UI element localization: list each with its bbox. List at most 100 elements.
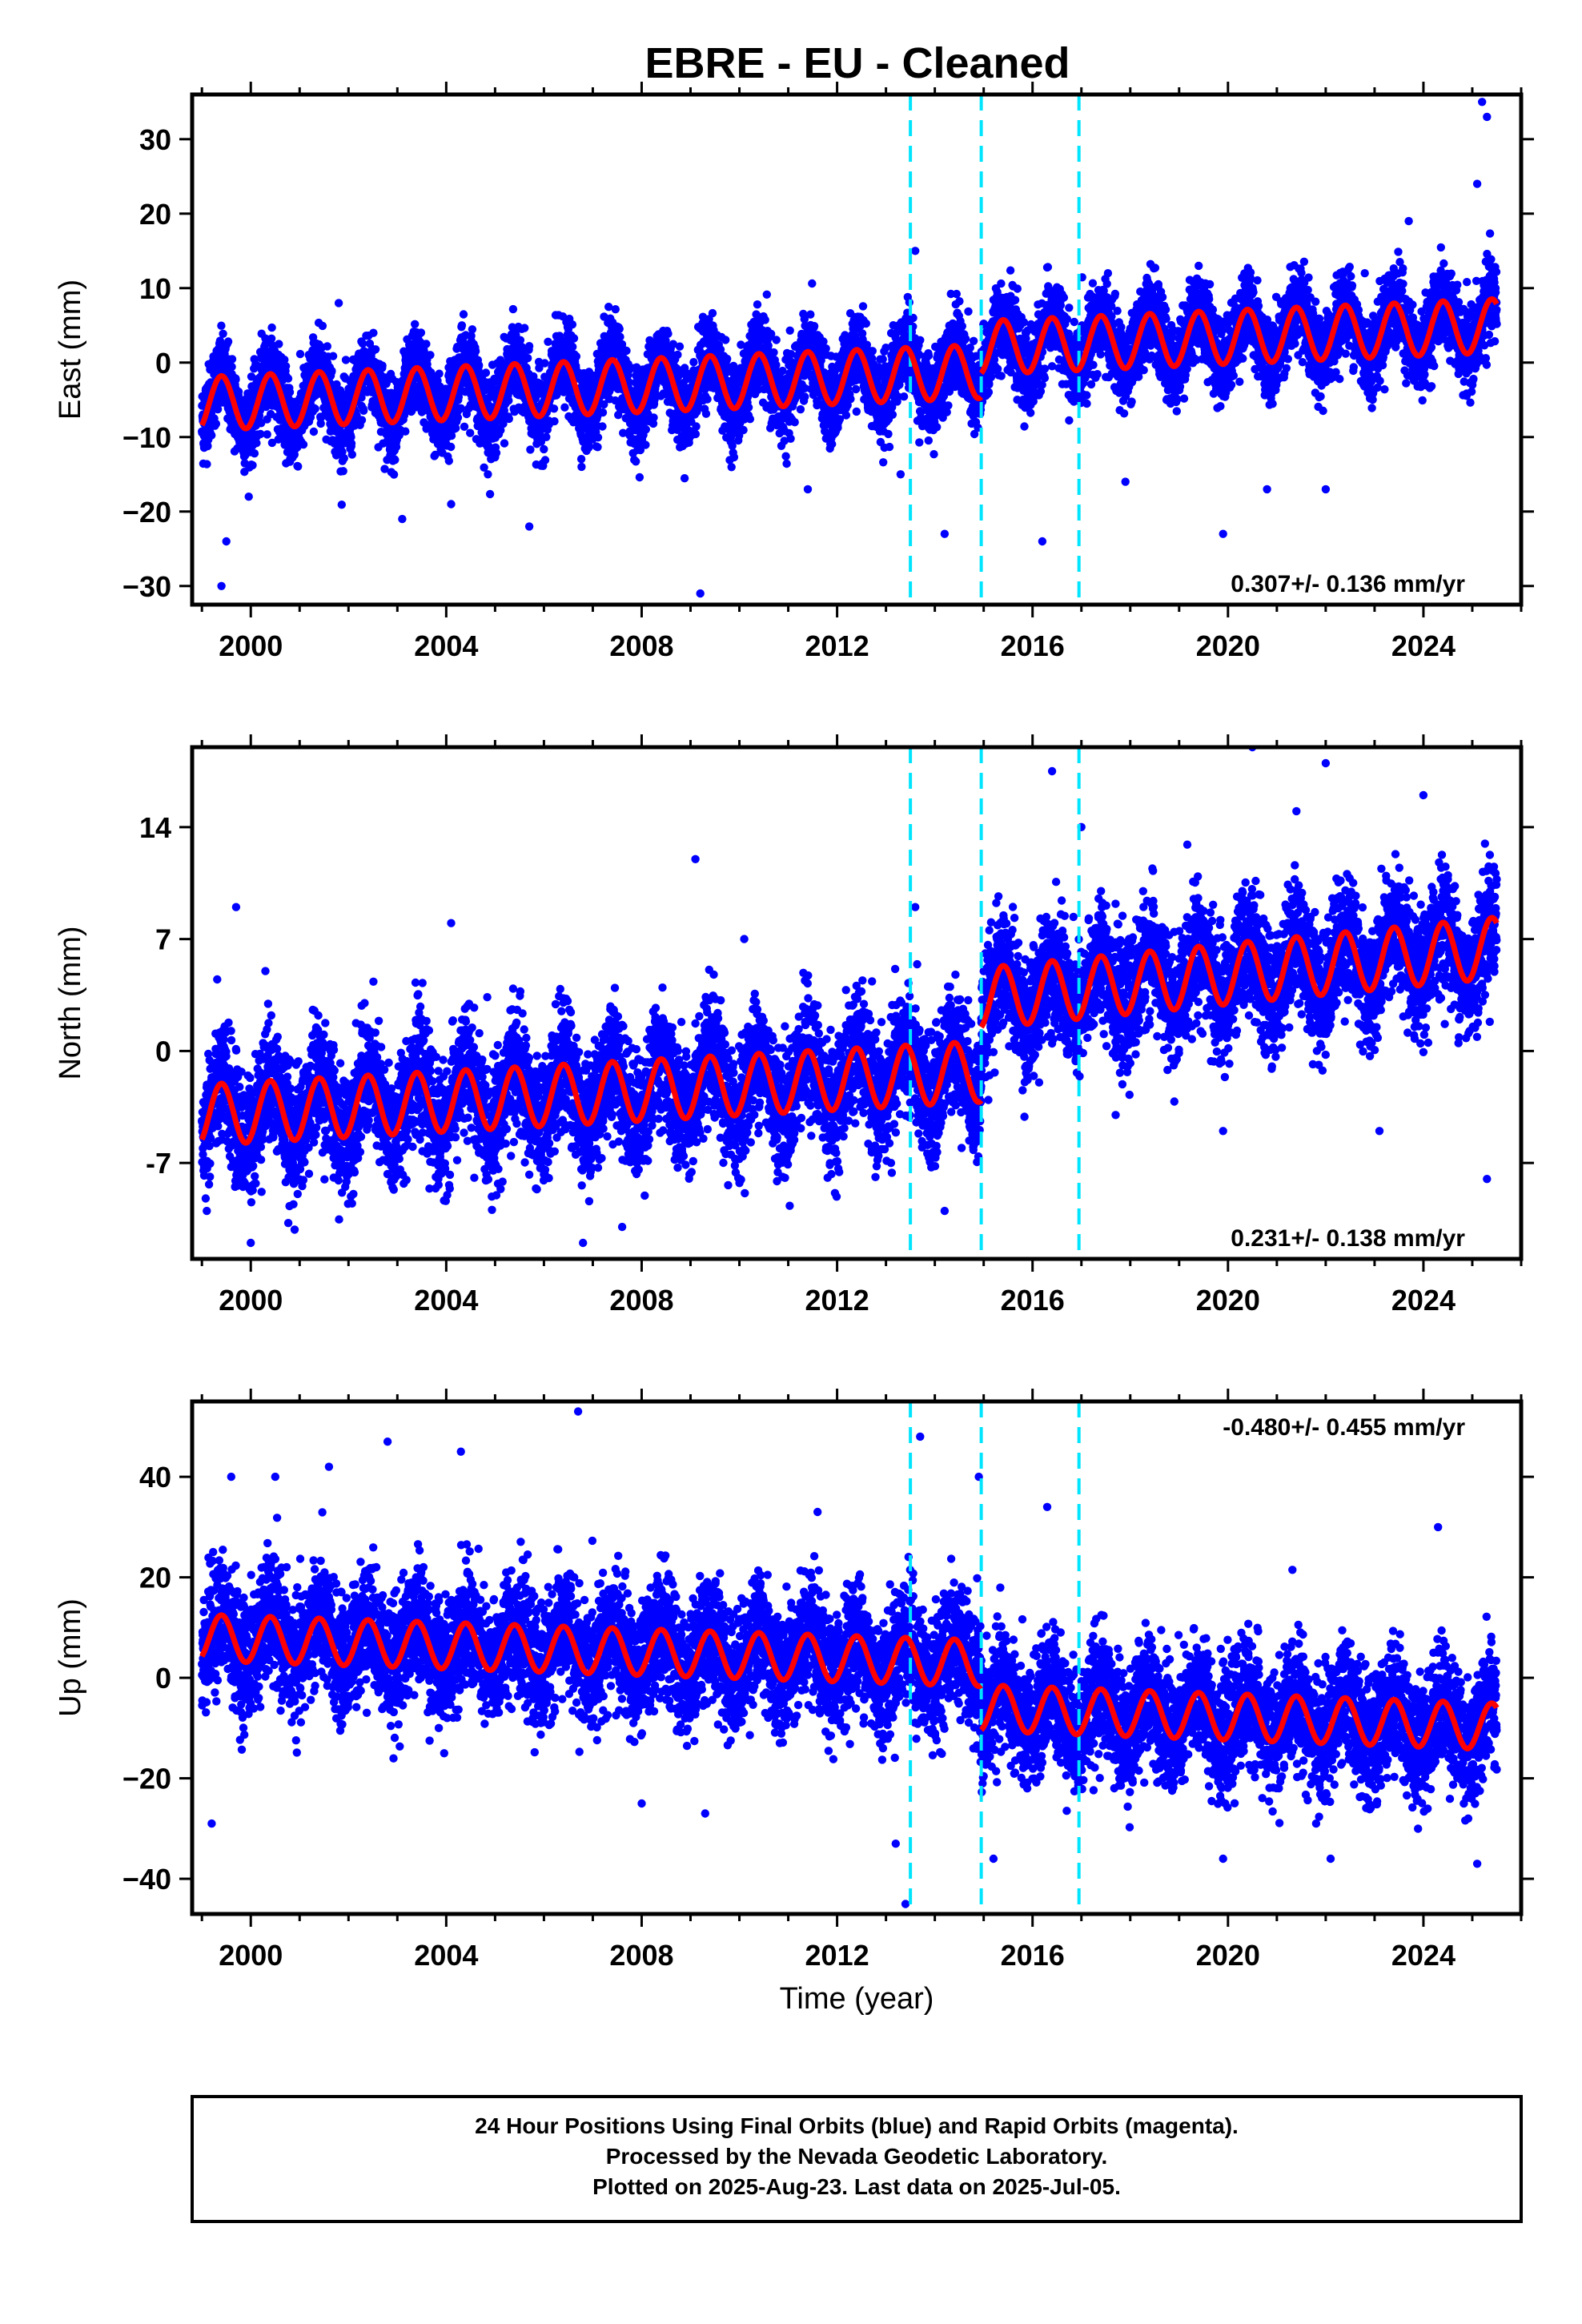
east-point — [584, 442, 594, 451]
east-point — [508, 304, 518, 314]
east-point — [371, 345, 380, 354]
east-point — [447, 442, 456, 452]
east-point — [504, 414, 513, 424]
east-point — [337, 501, 346, 509]
east-point — [549, 404, 559, 413]
east-point — [468, 325, 477, 334]
east-point — [524, 342, 534, 351]
east-point — [341, 356, 351, 364]
east-point — [701, 409, 711, 418]
east-point — [294, 462, 303, 471]
east-point — [852, 407, 861, 416]
east-point — [281, 362, 291, 371]
east-point — [782, 459, 791, 468]
east-point — [339, 454, 348, 463]
east-point — [256, 429, 265, 439]
east-point — [727, 463, 736, 472]
east-point — [641, 425, 650, 434]
east-point — [641, 440, 650, 449]
east-point — [500, 439, 509, 448]
east-point — [542, 432, 551, 441]
east-point — [378, 361, 387, 370]
east-point — [234, 387, 243, 396]
east-point — [593, 443, 602, 452]
east-point — [598, 422, 607, 431]
east-point — [213, 404, 223, 414]
east-point — [632, 457, 640, 466]
east-point — [459, 310, 468, 319]
east-point — [416, 328, 426, 337]
east-point — [283, 374, 293, 383]
east-point — [231, 375, 240, 384]
east-point — [615, 324, 624, 333]
east-point — [227, 362, 236, 372]
east-point — [460, 422, 469, 431]
east-point — [703, 395, 712, 404]
east-point — [786, 434, 795, 443]
east-point — [572, 352, 581, 361]
east-point — [339, 467, 347, 476]
east-point — [203, 460, 211, 468]
east-point — [680, 474, 689, 483]
east-point — [828, 440, 837, 448]
east-point — [524, 354, 532, 363]
east-point — [391, 456, 400, 464]
east-point — [247, 372, 256, 381]
east-point — [764, 341, 773, 350]
east-point — [492, 448, 501, 457]
east-point — [357, 416, 367, 424]
east-point — [790, 418, 799, 427]
east-point — [576, 455, 586, 464]
east-point — [422, 340, 431, 348]
east-point — [540, 359, 549, 368]
east-point — [435, 369, 444, 378]
east-point — [796, 405, 805, 414]
east-point — [692, 422, 701, 431]
east-point — [550, 416, 559, 426]
east-point — [673, 350, 682, 360]
east-point — [568, 342, 577, 352]
east-point — [481, 368, 491, 377]
east-point — [781, 452, 790, 460]
east-point — [223, 337, 233, 346]
east-point — [347, 439, 356, 448]
east-point — [285, 388, 295, 396]
east-point — [568, 320, 577, 329]
east-point — [778, 366, 787, 376]
east-point — [721, 336, 730, 344]
east-point — [411, 320, 420, 328]
east-point — [723, 354, 732, 364]
east-point — [475, 360, 484, 370]
east-point — [504, 396, 513, 405]
east-point — [401, 427, 410, 436]
east-point — [769, 348, 778, 357]
east-point — [391, 442, 401, 452]
east-point — [389, 470, 399, 479]
east-point — [219, 329, 227, 338]
east-point — [484, 470, 492, 479]
east-point — [577, 462, 586, 472]
east-point — [280, 356, 289, 364]
east-point — [598, 408, 608, 417]
east-point — [426, 351, 435, 360]
east-point — [593, 433, 603, 442]
east-point — [211, 420, 221, 428]
east-point — [622, 346, 631, 356]
east-point — [295, 349, 305, 359]
east-point — [275, 340, 283, 348]
east-point — [227, 355, 237, 364]
east-point — [635, 472, 644, 482]
east-point — [471, 347, 480, 356]
east-point — [309, 427, 319, 436]
east-point — [318, 321, 327, 331]
east-point — [316, 419, 325, 428]
east-point — [311, 404, 319, 413]
east-point — [540, 444, 548, 454]
east-point — [808, 279, 817, 288]
east-point — [544, 337, 552, 346]
east-point — [560, 403, 569, 412]
east-point — [762, 290, 771, 299]
east-point — [453, 413, 463, 422]
